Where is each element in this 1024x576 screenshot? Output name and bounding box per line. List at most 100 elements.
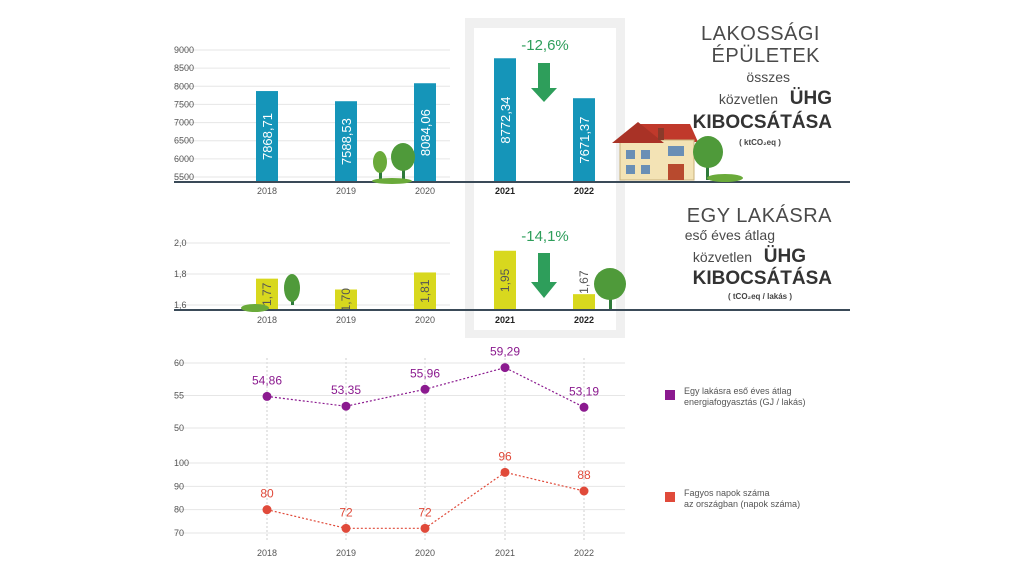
emission-x-label: 2022	[574, 186, 594, 196]
legend-frost-line-1: Fagyos napok száma	[684, 488, 770, 498]
legend-energy: Egy lakásra eső éves átlag energiafogyas…	[665, 386, 806, 407]
title-line-2: eső éves átlag	[685, 227, 775, 243]
line-chart: 60 55 50 54,86 53,35 55,96 59,29 53,19 100 90 80 70…	[174, 345, 625, 558]
emission-bar-value: 7671,37	[577, 117, 592, 164]
energy-point	[579, 402, 589, 412]
line-chart-x-label: 2020	[415, 548, 435, 558]
emission-x-label: 2018	[257, 186, 277, 196]
emission-y-tick: 9000	[174, 45, 194, 55]
title-line-4: közvetlen	[719, 91, 778, 107]
legend-swatch-frost	[665, 492, 675, 502]
legend-frost: Fagyos napok száma az országban (napok s…	[665, 488, 800, 509]
per-flat-bar-value: 1,95	[498, 268, 512, 292]
energy-point-label: 59,29	[490, 345, 520, 359]
frost-point-label: 72	[339, 505, 353, 519]
frost-point	[579, 486, 589, 496]
total-emission-bar-chart: 9000 8500 8000 7500 7000 6500 6000 5500 7868,71 2…	[174, 37, 595, 196]
per-flat-x-label: 2020	[415, 315, 435, 325]
emission-bar	[256, 91, 278, 182]
per-flat-bar-value: 1,77	[260, 282, 274, 306]
legend-frost-line-2: az országban (napok száma)	[684, 499, 800, 509]
per-flat-bar-value: 1,67	[577, 270, 591, 294]
per-flat-bar-value: 1,70	[339, 288, 353, 312]
frost-y-tick: 100	[174, 458, 189, 468]
frost-point-label: 88	[577, 468, 591, 482]
title-line-5: KIBOCSÁTÁSA	[693, 267, 833, 289]
house-icon	[612, 122, 698, 181]
line-chart-x-label: 2021	[495, 548, 515, 558]
emission-bar-value: 8084,06	[418, 109, 433, 156]
tree-icon-house	[693, 136, 743, 182]
line-chart-x-label: 2018	[257, 548, 277, 558]
energy-point	[341, 401, 351, 411]
tree-icon-top-2019	[372, 143, 415, 184]
per-flat-title-block: EGY LAKÁSRA eső éves átlag közvetlen ÜHG…	[685, 204, 833, 301]
frost-point	[500, 467, 510, 477]
unit-label: ( ktCO₂eq )	[739, 138, 781, 147]
per-flat-emission-bar-chart: 2,0 1,8 1,6 1,77 2018 1,70 2019 1,81 2020 1,95 202…	[174, 228, 595, 325]
tree-icon-middle-2018	[241, 274, 300, 312]
title-line-6: KIBOCSÁTÁSA	[693, 111, 833, 133]
emission-y-tick: 6000	[174, 154, 194, 164]
frost-point	[262, 505, 272, 515]
per-flat-y-tick: 1,6	[174, 300, 187, 310]
legend-swatch-energy	[665, 390, 675, 400]
emission-y-tick: 8000	[174, 81, 194, 91]
title-line-1: LAKOSSÁGI	[701, 22, 820, 45]
title-line-3: összes	[746, 69, 790, 85]
title-line-5: ÜHG	[790, 88, 832, 109]
tree-icon-middle-2022	[594, 268, 626, 309]
title-line-3: közvetlen	[693, 249, 752, 265]
emission-y-tick: 5500	[174, 172, 194, 182]
frost-point-label: 96	[498, 449, 512, 463]
frost-point-label: 80	[260, 487, 274, 501]
energy-point-label: 53,19	[569, 384, 599, 398]
emission-down-arrow	[531, 63, 557, 102]
per-flat-y-tick: 2,0	[174, 238, 187, 248]
per-flat-bar	[414, 272, 436, 310]
emission-y-tick: 7500	[174, 99, 194, 109]
line-chart-x-label: 2019	[336, 548, 356, 558]
emission-x-label: 2020	[415, 186, 435, 196]
energy-point-label: 53,35	[331, 383, 361, 397]
emission-change-label: -12,6%	[521, 37, 569, 54]
emission-y-tick: 7000	[174, 118, 194, 128]
emission-x-label: 2021	[495, 186, 515, 196]
per-flat-y-tick: 1,8	[174, 269, 187, 279]
frost-y-tick: 90	[174, 481, 184, 491]
per-flat-down-arrow	[531, 253, 557, 298]
per-flat-x-label: 2019	[336, 315, 356, 325]
frost-y-tick: 80	[174, 505, 184, 515]
title-line-2: ÉPÜLETEK	[712, 44, 821, 67]
emission-bar	[335, 101, 357, 182]
emission-y-tick: 6500	[174, 136, 194, 146]
per-flat-bar	[335, 289, 357, 310]
emission-bar-value: 8772,34	[498, 97, 513, 144]
line-chart-x-label: 2022	[574, 548, 594, 558]
per-flat-x-label: 2018	[257, 315, 277, 325]
legend-energy-line-1: Egy lakásra eső éves átlag	[684, 386, 792, 396]
title-line-4: ÜHG	[764, 246, 806, 267]
emission-bar	[573, 98, 595, 182]
energy-y-tick: 50	[174, 423, 184, 433]
emission-x-label: 2019	[336, 186, 356, 196]
per-flat-x-label: 2021	[495, 315, 515, 325]
per-flat-x-label: 2022	[574, 315, 594, 325]
emission-y-tick: 8500	[174, 63, 194, 73]
title-line-1: EGY LAKÁSRA	[687, 204, 832, 227]
per-flat-change-label: -14,1%	[521, 228, 569, 245]
energy-point	[262, 391, 272, 401]
emission-bar	[494, 58, 516, 183]
emission-bar	[414, 83, 436, 182]
per-flat-bar	[573, 294, 595, 310]
energy-y-tick: 60	[174, 358, 184, 368]
per-flat-bar	[494, 250, 516, 310]
legend-energy-line-2: energiafogyasztás (GJ / lakás)	[684, 397, 806, 407]
energy-point	[420, 384, 430, 394]
frost-y-tick: 70	[174, 528, 184, 538]
energy-point	[500, 363, 510, 373]
emission-bar-value: 7588,53	[339, 118, 354, 165]
frost-point	[420, 523, 430, 533]
per-flat-bar	[256, 278, 278, 310]
